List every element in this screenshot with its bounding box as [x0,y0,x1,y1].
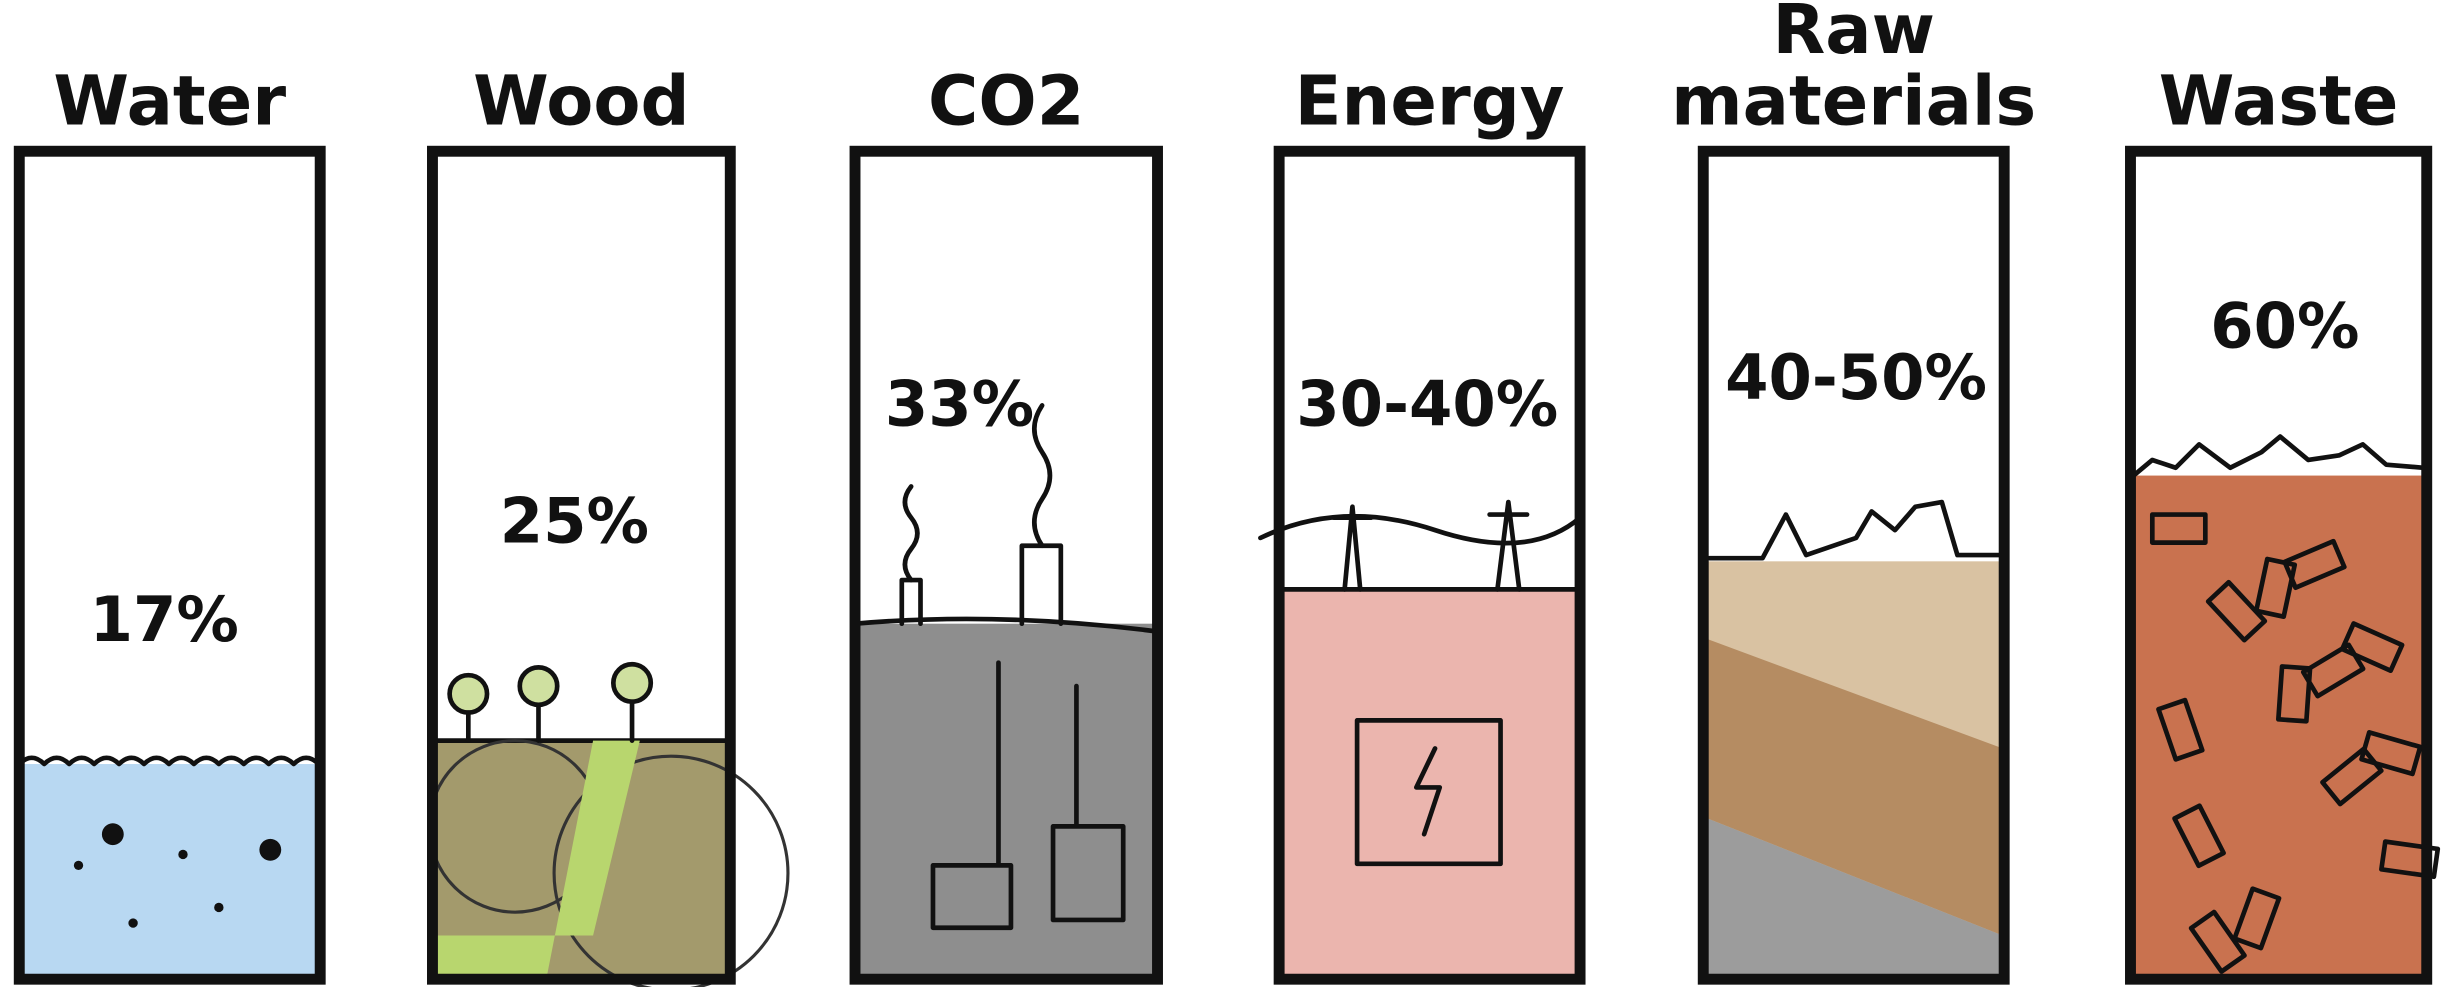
panel-value: 30-40% [1296,368,1558,441]
debris [2149,512,2208,545]
ground [852,616,1160,634]
bubble [214,902,224,913]
panel-title: CO2 [928,62,1084,142]
water-surface [16,755,321,767]
panel-value: 40-50% [1725,341,1987,414]
mountains [1707,499,2005,561]
debris [2320,746,2384,807]
panel-title: Raw [1772,0,1934,70]
debris [2205,579,2268,643]
panel: Waste 60% [2125,62,2441,985]
container [1697,145,2010,985]
grass [432,740,640,980]
debris [2276,664,2313,724]
panel-title: Waste [2159,62,2399,142]
panel: Wood 25% [427,62,790,987]
tree [610,661,654,704]
debris [2282,538,2347,591]
panel-value: 25% [500,485,649,558]
panel-value: 60% [2210,290,2359,363]
soil-band [1707,639,2003,936]
panel-title: Energy [1295,62,1565,142]
log [552,754,790,987]
tree [447,672,490,715]
smoke [902,403,1053,583]
bubble [178,849,188,860]
panel-title: Water [53,62,286,142]
panel-title: Wood [473,62,690,142]
container [849,145,1163,985]
fill-level [19,764,321,980]
panel-value: 33% [885,368,1034,441]
bubble [259,838,282,861]
bubble [73,860,84,871]
heap-top [2131,434,2426,478]
bolt [1414,746,1443,837]
bubble [128,918,138,928]
container [427,145,736,985]
debris [2156,697,2205,762]
tree [517,665,560,708]
debris [2359,729,2423,777]
debris [2172,803,2226,869]
debris [2188,909,2247,974]
debris [2253,556,2298,620]
factory [930,660,1126,931]
container [1273,145,1586,985]
power-sign [1354,718,1503,867]
chimney [899,543,1064,627]
panel: Energy 30-40% [1258,62,1586,985]
pylons [1258,499,1583,592]
gravel [1707,818,2003,980]
container [13,145,326,985]
fill-level [1279,589,1581,980]
panel: CO2 33% [849,62,1163,985]
container [2125,145,2433,985]
panel: Water 17% [13,62,326,985]
panel-title: materials [1671,62,2036,142]
panel-value: 17% [90,583,239,656]
debris [2379,839,2441,880]
bubble [101,823,124,846]
debris [2339,621,2405,674]
debris [2232,886,2282,951]
